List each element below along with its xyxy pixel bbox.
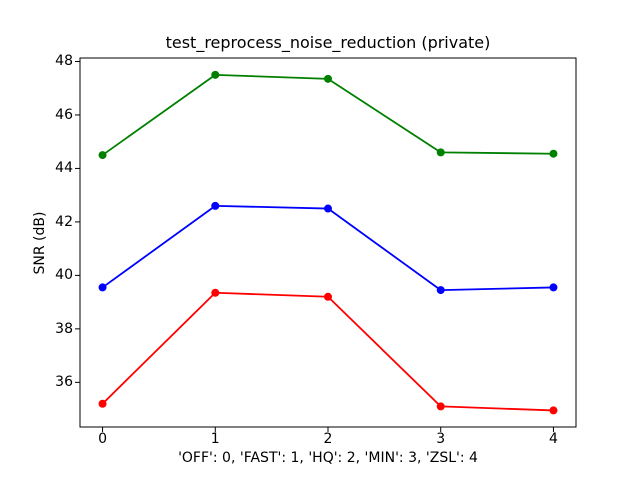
series-marker-blue xyxy=(98,283,107,292)
series-marker-red xyxy=(211,288,220,297)
y-tick-label: 46 xyxy=(55,106,73,123)
y-tick-label: 44 xyxy=(55,160,73,177)
series-marker-red xyxy=(549,406,558,415)
y-tick-label: 42 xyxy=(55,213,73,230)
series-marker-green xyxy=(324,74,332,83)
x-tick-label: 2 xyxy=(323,431,333,447)
series-marker-green xyxy=(436,148,445,157)
series-line-green xyxy=(101,73,555,156)
series-marker-green xyxy=(211,70,220,79)
series-marker-green xyxy=(98,151,107,160)
x-tick-label: 0 xyxy=(98,431,107,447)
series-marker-blue xyxy=(436,286,445,295)
x-tick-label: 3 xyxy=(436,431,446,447)
series-line-red xyxy=(101,291,555,412)
series-marker-red xyxy=(324,292,332,301)
chart-title: test_reprocess_noise_reduction (private) xyxy=(165,33,491,52)
y-tick-label: 36 xyxy=(55,374,73,391)
series-marker-red xyxy=(436,402,445,411)
series-marker-blue xyxy=(211,201,220,210)
y-tick-label: 48 xyxy=(55,53,73,70)
x-tick-label: 4 xyxy=(548,431,558,447)
series-marker-red xyxy=(98,399,107,408)
series-line-blue xyxy=(101,204,555,291)
y-tick-label: 40 xyxy=(55,267,73,284)
series-marker-green xyxy=(549,149,558,158)
x-tick-label: 1 xyxy=(210,431,220,447)
y-tick-label: 38 xyxy=(55,320,73,337)
x-axis-label: 'OFF': 0, 'FAST': 1, 'HQ': 2, 'MIN': 3, … xyxy=(178,450,478,466)
series-marker-blue xyxy=(324,204,332,213)
series-marker-blue xyxy=(549,283,558,292)
axes-frame xyxy=(79,57,577,428)
